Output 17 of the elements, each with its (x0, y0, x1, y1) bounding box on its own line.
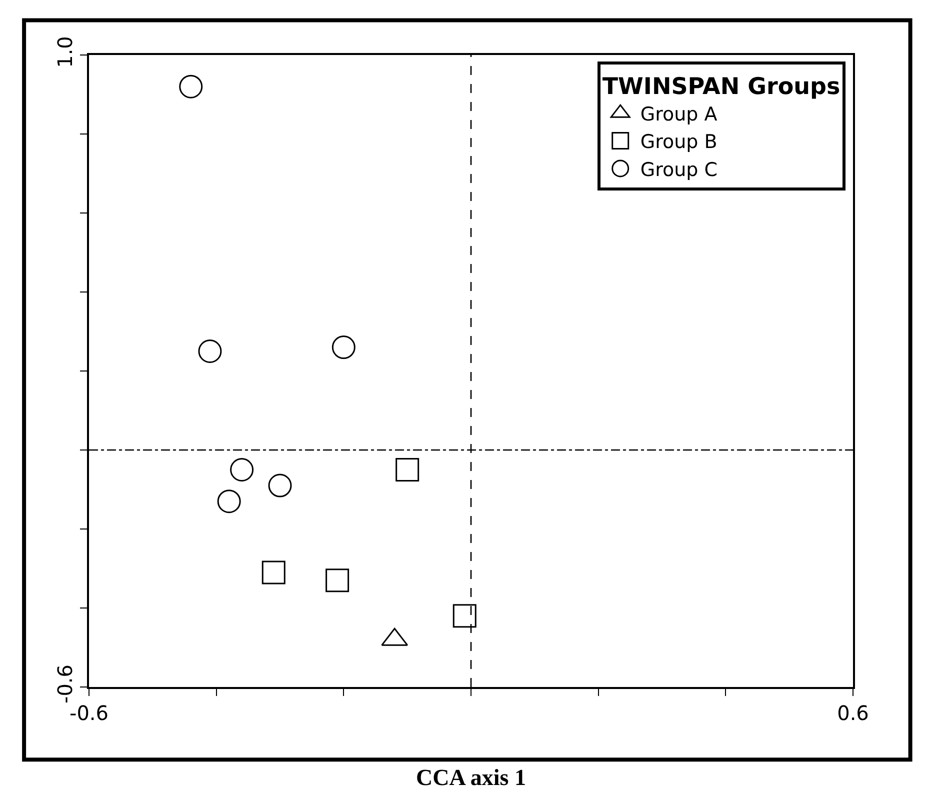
point (230, 458, 254, 482)
legend-label: Group A (640, 103, 718, 126)
point (452, 604, 476, 628)
point (396, 458, 420, 482)
point (262, 560, 286, 584)
point (268, 474, 292, 498)
y-tick-label: 1.0 (53, 36, 77, 68)
point (179, 74, 203, 98)
point (332, 336, 356, 360)
point (326, 568, 350, 592)
x-tick-label: 0.6 (837, 701, 869, 725)
x-axis-title: CCA axis 1 (416, 765, 526, 790)
legend-title: TWINSPAN Groups (602, 74, 840, 100)
point (217, 490, 241, 514)
point (198, 340, 222, 363)
legend-label: Group B (640, 131, 718, 154)
legend-label: Group C (640, 158, 718, 181)
